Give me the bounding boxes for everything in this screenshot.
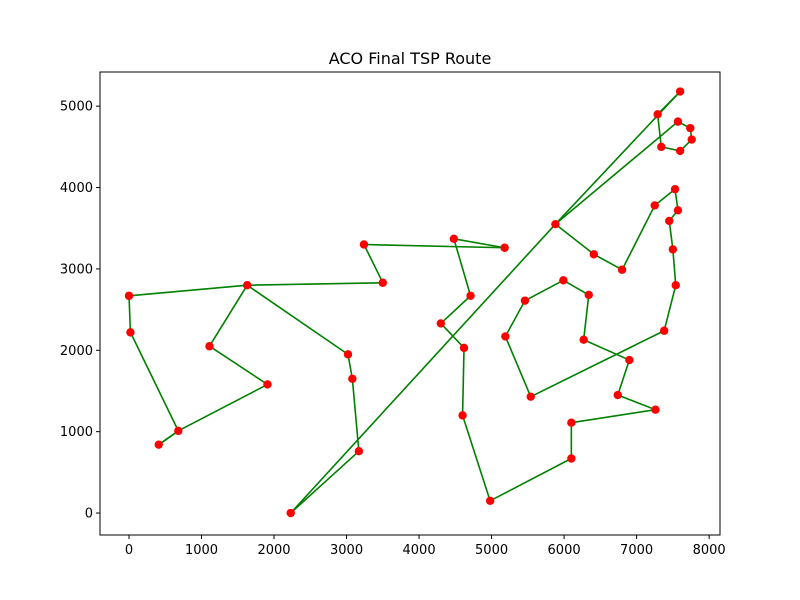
city-point bbox=[674, 206, 682, 214]
city-point bbox=[344, 350, 352, 358]
city-point bbox=[665, 217, 673, 225]
city-point bbox=[486, 497, 494, 505]
city-point bbox=[676, 87, 684, 95]
x-tick-label: 4000 bbox=[403, 543, 436, 558]
city-point bbox=[567, 454, 575, 462]
city-point bbox=[355, 447, 363, 455]
x-tick-label: 3000 bbox=[330, 543, 363, 558]
city-point bbox=[126, 328, 134, 336]
city-point bbox=[360, 240, 368, 248]
city-point bbox=[521, 296, 529, 304]
city-point bbox=[379, 279, 387, 287]
city-point bbox=[437, 319, 445, 327]
y-tick-label: 2000 bbox=[60, 344, 93, 359]
y-tick-label: 5000 bbox=[60, 100, 93, 115]
city-point bbox=[174, 427, 182, 435]
city-point bbox=[618, 266, 626, 274]
city-point bbox=[686, 124, 694, 132]
city-point bbox=[125, 292, 133, 300]
city-point bbox=[501, 332, 509, 340]
city-point bbox=[460, 344, 468, 352]
city-point bbox=[625, 356, 633, 364]
city-point bbox=[243, 281, 251, 289]
y-tick-label: 3000 bbox=[60, 262, 93, 277]
city-point bbox=[590, 250, 598, 258]
city-point bbox=[287, 509, 295, 517]
city-point bbox=[674, 117, 682, 125]
city-point bbox=[653, 110, 661, 118]
city-point bbox=[651, 201, 659, 209]
city-point bbox=[500, 244, 508, 252]
city-point bbox=[676, 147, 684, 155]
city-point bbox=[671, 185, 679, 193]
y-tick-label: 4000 bbox=[60, 181, 93, 196]
x-tick-label: 6000 bbox=[548, 543, 581, 558]
city-point bbox=[348, 375, 356, 383]
city-point bbox=[672, 281, 680, 289]
y-tick-label: 1000 bbox=[60, 425, 93, 440]
city-point bbox=[657, 143, 665, 151]
city-point bbox=[551, 220, 559, 228]
x-tick-label: 0 bbox=[125, 543, 133, 558]
city-point bbox=[579, 336, 587, 344]
city-point bbox=[651, 405, 659, 413]
city-point bbox=[450, 235, 458, 243]
city-point bbox=[466, 292, 474, 300]
city-point bbox=[669, 245, 677, 253]
x-tick-label: 7000 bbox=[620, 543, 653, 558]
city-point bbox=[688, 135, 696, 143]
city-point bbox=[614, 391, 622, 399]
city-point bbox=[567, 419, 575, 427]
x-tick-label: 2000 bbox=[257, 543, 290, 558]
y-tick-label: 0 bbox=[85, 507, 93, 522]
city-point bbox=[559, 276, 567, 284]
city-point bbox=[205, 342, 213, 350]
city-point bbox=[155, 440, 163, 448]
city-point bbox=[585, 291, 593, 299]
x-tick-label: 8000 bbox=[693, 543, 726, 558]
x-tick-label: 5000 bbox=[475, 543, 508, 558]
city-point bbox=[263, 380, 271, 388]
city-point bbox=[527, 392, 535, 400]
city-point bbox=[660, 327, 668, 335]
chart-title: ACO Final TSP Route bbox=[329, 49, 492, 68]
x-tick-label: 1000 bbox=[185, 543, 218, 558]
city-point bbox=[458, 411, 466, 419]
